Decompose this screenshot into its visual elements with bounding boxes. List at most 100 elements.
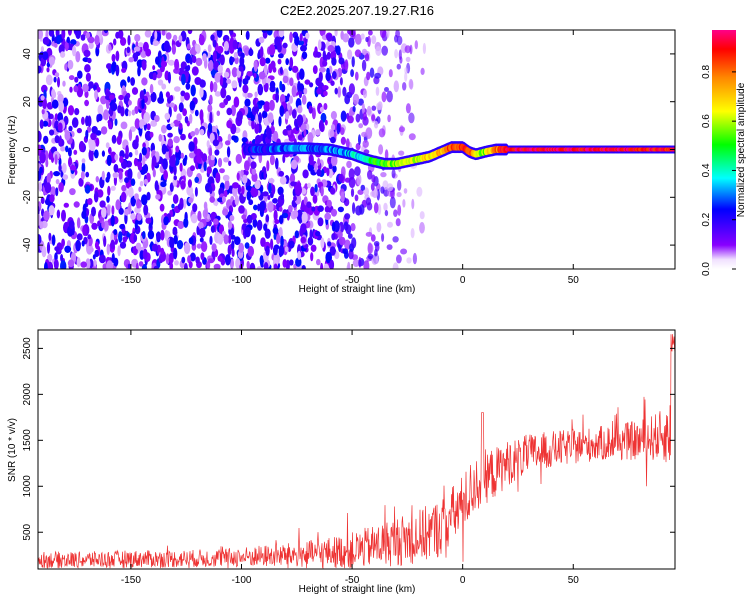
noise-blob	[106, 154, 112, 167]
noise-blob	[206, 166, 212, 175]
noise-blob	[87, 36, 95, 44]
noise-blob	[169, 95, 174, 102]
noise-blob	[93, 84, 97, 91]
noise-blob	[167, 59, 175, 66]
noise-blob	[134, 193, 139, 200]
noise-blob	[97, 104, 104, 116]
noise-blob	[57, 93, 64, 104]
noise-blob	[378, 128, 386, 138]
noise-blob	[397, 204, 402, 216]
noise-blob	[222, 174, 230, 182]
noise-blob	[248, 199, 254, 206]
noise-blob	[347, 115, 354, 124]
noise-blob	[85, 171, 90, 178]
noise-blob	[178, 122, 183, 130]
noise-blob	[99, 200, 106, 208]
noise-blob	[49, 129, 55, 136]
spectrogram-y-ticks: -40 -20 0 20 40	[22, 48, 675, 252]
noise-blob	[279, 105, 285, 117]
noise-blob	[75, 30, 81, 39]
noise-blob	[398, 126, 406, 133]
noise-blob	[263, 101, 271, 112]
noise-blob	[68, 220, 75, 229]
noise-blob	[338, 236, 346, 246]
noise-blob	[330, 136, 336, 144]
noise-blob	[258, 36, 265, 44]
noise-blob	[217, 64, 223, 74]
noise-blob	[206, 140, 210, 148]
noise-blob	[330, 80, 335, 86]
noise-blob	[352, 93, 360, 105]
noise-blob	[183, 262, 188, 269]
noise-blob	[371, 105, 377, 111]
noise-blob	[331, 233, 336, 241]
noise-blob	[395, 218, 401, 227]
noise-blob	[246, 214, 253, 224]
noise-blob	[127, 168, 133, 181]
snr-y-tick-label: 1500	[22, 429, 33, 452]
noise-blob	[238, 205, 245, 214]
noise-blob	[375, 46, 382, 56]
noise-blob	[117, 105, 122, 114]
noise-blob	[90, 132, 97, 141]
noise-blob	[273, 130, 279, 143]
noise-blob	[93, 191, 99, 203]
noise-blob	[38, 213, 41, 226]
noise-blob	[327, 241, 332, 247]
noise-blob	[64, 130, 71, 141]
noise-blob	[299, 33, 303, 42]
noise-blob	[348, 176, 356, 189]
noise-blob	[396, 63, 401, 70]
noise-blob	[42, 36, 50, 45]
noise-blob	[196, 155, 202, 164]
noise-blob	[47, 253, 53, 262]
noise-blob	[67, 259, 75, 268]
noise-blob	[217, 255, 223, 262]
noise-blob	[55, 187, 59, 197]
noise-blob	[380, 172, 387, 178]
noise-blob	[173, 119, 181, 127]
noise-blob	[279, 176, 287, 185]
noise-blob	[315, 129, 321, 136]
noise-blob	[165, 32, 172, 40]
noise-blob	[178, 102, 184, 113]
noise-blob	[330, 154, 338, 167]
noise-blob	[54, 113, 59, 121]
noise-blob	[108, 44, 112, 51]
noise-blob	[226, 107, 233, 116]
noise-blob	[66, 36, 70, 43]
noise-blob	[85, 32, 91, 39]
noise-blob	[393, 80, 399, 93]
noise-blob	[197, 210, 202, 222]
noise-blob	[199, 237, 204, 243]
noise-blob	[93, 149, 99, 159]
noise-blob	[195, 256, 200, 264]
noise-blob	[315, 230, 321, 237]
noise-blob	[268, 63, 273, 74]
snr-y-tick-label: 500	[22, 523, 33, 540]
noise-blob	[278, 170, 285, 177]
spectrogram-x-ticks: -150 -100 -50 0 50	[121, 30, 579, 286]
noise-blob	[359, 204, 365, 215]
noise-blob	[323, 90, 328, 97]
noise-blob	[358, 134, 361, 146]
noise-blob	[127, 263, 131, 269]
noise-blob	[145, 91, 150, 98]
noise-blob	[107, 185, 111, 196]
snr-y-tick-label: 2000	[22, 383, 33, 406]
noise-blob	[338, 173, 345, 182]
noise-blob	[245, 30, 250, 40]
noise-blob	[248, 48, 254, 57]
noise-blob	[233, 96, 240, 108]
noise-blob	[169, 155, 176, 167]
noise-blob	[76, 233, 83, 241]
noise-blob	[61, 30, 66, 40]
noise-blob	[279, 66, 283, 75]
noise-blob	[269, 99, 275, 111]
colorbar-tick-label: 0.0	[701, 262, 712, 276]
noise-blob	[131, 87, 139, 95]
chart-title: C2E2.2025.207.19.27.R16	[280, 3, 434, 18]
noise-blob	[373, 202, 379, 214]
noise-blob	[146, 123, 151, 131]
noise-blob	[87, 57, 92, 64]
